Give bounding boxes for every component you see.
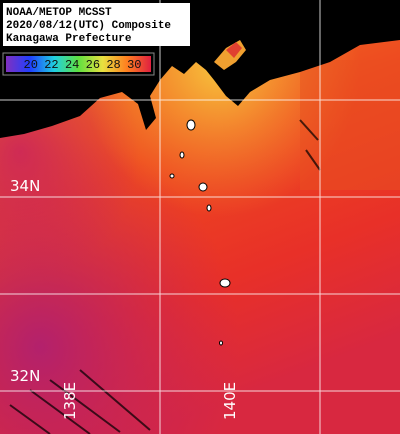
cloud-noise — [9, 119, 321, 434]
islands — [169, 119, 231, 346]
colorbar-label: 22 — [44, 58, 58, 72]
colorbar-label: 28 — [106, 58, 120, 72]
colorbar: 20 22 24 26 28 30 — [6, 56, 151, 72]
header-line: NOAA/METOP MCSST — [6, 7, 112, 19]
island — [219, 340, 223, 346]
lat-label: 34N — [10, 177, 40, 195]
header-line: Kanagawa Prefecture — [6, 33, 132, 45]
bay — [226, 42, 242, 58]
lon-label: 140E — [221, 382, 239, 420]
header-box — [3, 3, 190, 46]
noise — [49, 379, 121, 433]
noise — [79, 369, 151, 431]
island — [169, 173, 175, 179]
swath — [300, 60, 400, 190]
colorbar-ramp — [6, 56, 151, 72]
noise — [29, 389, 91, 434]
lon-label: 138E — [61, 382, 79, 420]
noise — [9, 404, 51, 434]
colorbar-label: 26 — [86, 58, 100, 72]
header-line: 2020/08/12(UTC) Composite — [6, 20, 171, 32]
island — [179, 151, 185, 159]
island — [198, 182, 208, 192]
island — [186, 119, 196, 131]
noise — [299, 119, 319, 141]
colorbar-label: 20 — [24, 58, 38, 72]
noise — [305, 149, 321, 171]
island — [219, 278, 231, 288]
colorbar-label: 30 — [127, 58, 141, 72]
island — [206, 204, 212, 212]
colorbar-label: 24 — [65, 58, 79, 72]
lat-label: 32N — [10, 367, 40, 385]
